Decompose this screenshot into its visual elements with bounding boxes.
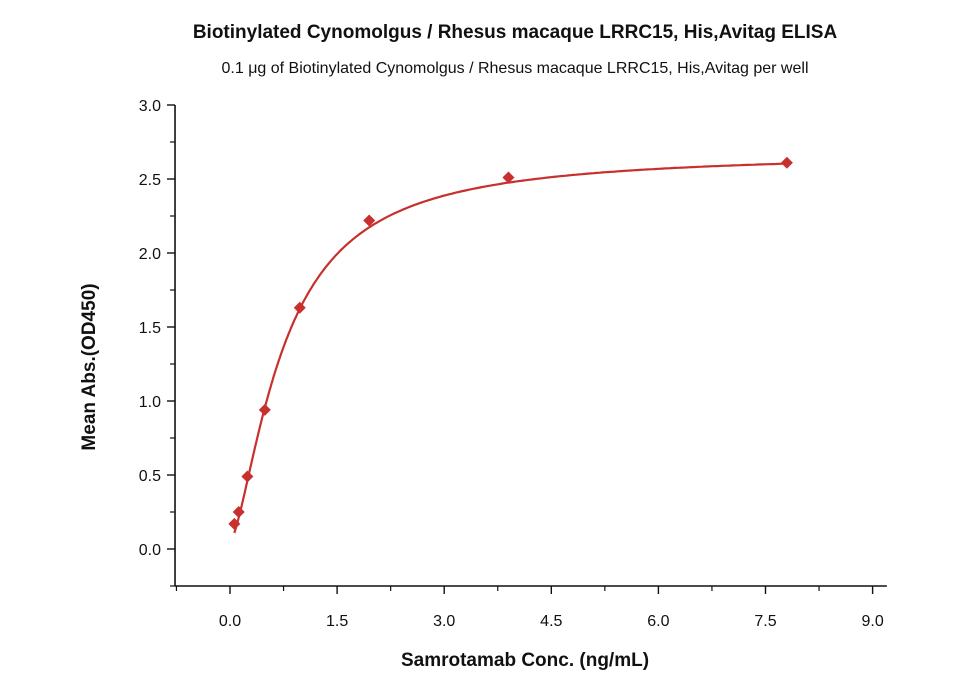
x-tick-label: 3.0 xyxy=(433,613,455,630)
y-tick-label: 0.0 xyxy=(139,542,161,559)
x-tick-label: 6.0 xyxy=(647,613,669,630)
data-point xyxy=(293,301,306,314)
y-tick-label: 2.0 xyxy=(139,246,161,263)
y-tick-label: 1.5 xyxy=(139,320,161,337)
data-point xyxy=(258,403,271,416)
x-tick-label: 9.0 xyxy=(861,613,883,630)
data-point xyxy=(502,171,515,184)
y-axis-label: Mean Abs.(OD450) xyxy=(79,283,100,450)
y-tick-label: 1.0 xyxy=(139,394,161,411)
data-point xyxy=(228,517,241,530)
x-tick-label: 1.5 xyxy=(326,613,348,630)
chart-title: Biotinylated Cynomolgus / Rhesus macaque… xyxy=(192,22,838,43)
data-point xyxy=(232,506,245,518)
data-point xyxy=(780,156,793,169)
x-tick-label: 4.5 xyxy=(540,613,562,630)
y-tick-label: 2.5 xyxy=(139,172,161,189)
fit-curve xyxy=(233,162,787,534)
x-tick-label: 7.5 xyxy=(754,613,776,630)
y-tick-label: 3.0 xyxy=(139,98,161,115)
x-axis-label: Samrotamab Conc. (ng/mL) xyxy=(401,650,649,671)
data-point xyxy=(241,470,254,483)
x-tick-label: 0.0 xyxy=(219,613,241,630)
chart-subtitle: 0.1 μg of Biotinylated Cynomolgus / Rhes… xyxy=(221,60,809,77)
y-tick-label: 0.5 xyxy=(139,468,161,485)
data-point xyxy=(363,214,376,227)
